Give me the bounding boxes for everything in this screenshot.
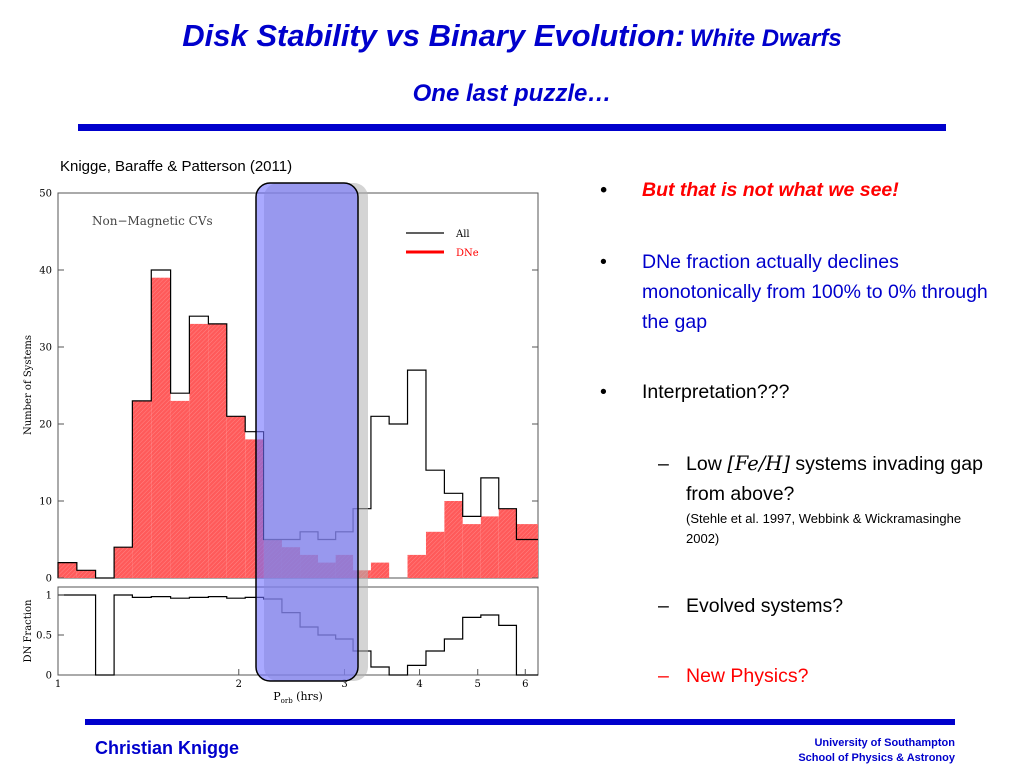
slide-title-main: Disk Stability vs Binary Evolution: — [182, 18, 686, 53]
y-tick-label: 0 — [46, 671, 52, 682]
dne-bar — [425, 531, 445, 578]
dne-bar — [516, 524, 538, 578]
panel-title: Non−Magnetic CVs — [92, 214, 213, 228]
dne-bar — [208, 323, 227, 578]
y-tick-label: 50 — [39, 189, 52, 200]
institution: University of Southampton School of Phys… — [760, 736, 955, 766]
title-divider — [78, 124, 946, 131]
legend: All DNe — [406, 229, 479, 259]
bottom-y-axis-label: DN Fraction — [23, 599, 34, 662]
institution-line-1: University of Southampton — [814, 737, 955, 749]
dne-bar — [226, 416, 246, 578]
x-tick-label: 3 — [341, 679, 347, 690]
sub-bullet-3-text: New Physics? — [686, 665, 809, 687]
y-tick-label: 1 — [46, 591, 52, 602]
dash-marker: – — [658, 453, 669, 475]
bullet-2-text: DNe fraction actually declines monotonic… — [642, 251, 988, 333]
x-tick-label: 2 — [236, 679, 242, 690]
y-tick-label: 30 — [39, 343, 52, 354]
dne-bar — [132, 400, 152, 578]
bullet-marker: • — [600, 179, 607, 201]
x-axis-label: Porb (hrs) — [273, 690, 323, 705]
dash-marker: – — [658, 665, 669, 687]
chart-caption: Knigge, Baraffe & Patterson (2011) — [60, 158, 293, 175]
y-tick-label: 0.5 — [36, 631, 52, 642]
sub-bullet-1-text: Low [Fe/H] systems invading gap from abo… — [686, 449, 986, 549]
dne-bar — [498, 508, 517, 578]
sub-bullet-1-reference: (Stehle et al. 1997, Webbink & Wickramas… — [686, 511, 962, 546]
period-gap-highlight — [255, 182, 359, 682]
bullet-1-text: But that is not what we see! — [642, 179, 899, 201]
y-tick-label: 0 — [46, 574, 52, 585]
y-tick-label: 10 — [39, 497, 52, 508]
dne-bar — [58, 562, 77, 578]
bullet-marker: • — [600, 251, 607, 273]
footer-divider — [85, 719, 955, 725]
x-tick-label: 4 — [416, 679, 422, 690]
sub-bullet-2-text: Evolved systems? — [686, 595, 844, 617]
slide-subtitle: One last puzzle… — [412, 80, 612, 107]
dne-bar — [480, 516, 499, 578]
dne-bar — [170, 400, 190, 578]
sub-bullet-1-pre: Low — [686, 453, 722, 475]
sub-bullet-1-post: systems invading gap from above? — [686, 453, 983, 505]
y-tick-label: 40 — [39, 266, 52, 277]
dne-bar — [189, 323, 209, 578]
y-tick-label: 20 — [39, 420, 52, 431]
institution-line-2: School of Physics & Astronoy — [798, 752, 955, 764]
bottom-x-ticks: 1 2 3 4 5 6 — [55, 669, 528, 690]
legend-dne-label: DNe — [456, 248, 479, 259]
dne-bar — [151, 277, 171, 578]
top-y-ticks: 0 10 20 30 40 50 — [39, 189, 538, 585]
slide-title: Disk Stability vs Binary Evolution: Whit… — [0, 18, 1024, 54]
dne-bar — [114, 547, 133, 578]
dne-bar — [370, 562, 390, 578]
x-tick-label: 5 — [475, 679, 481, 690]
x-tick-label: 1 — [55, 679, 61, 690]
bullet-3-text: Interpretation??? — [642, 381, 790, 403]
dash-marker: – — [658, 595, 669, 617]
bottom-y-ticks: 00.51 — [36, 591, 64, 682]
slide-title-sub: White Dwarfs — [689, 25, 842, 52]
author-name: Christian Knigge — [95, 738, 240, 758]
dne-bar — [407, 554, 426, 578]
dne-bar — [444, 501, 463, 578]
top-y-axis-label: Number of Systems — [23, 335, 34, 435]
dne-bar — [76, 570, 96, 578]
bullet-marker: • — [600, 381, 607, 403]
fe-h-math: [Fe/H] — [727, 452, 790, 475]
x-tick-label: 6 — [522, 679, 528, 690]
dne-bar — [462, 524, 481, 578]
legend-all-label: All — [455, 229, 470, 240]
